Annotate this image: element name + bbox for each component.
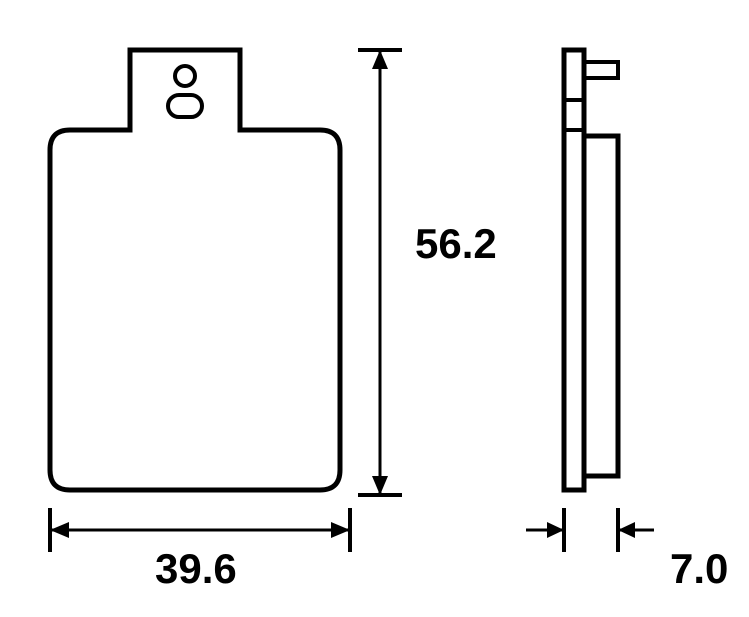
thickness-dimension <box>520 500 660 570</box>
thickness-value: 7.0 <box>670 545 728 593</box>
width-value: 39.6 <box>155 545 237 593</box>
height-value: 56.2 <box>415 220 497 268</box>
side-view <box>540 40 650 510</box>
height-dimension <box>350 35 410 515</box>
technical-drawing: 56.2 39.6 7.0 <box>0 0 749 617</box>
front-view <box>40 40 360 510</box>
